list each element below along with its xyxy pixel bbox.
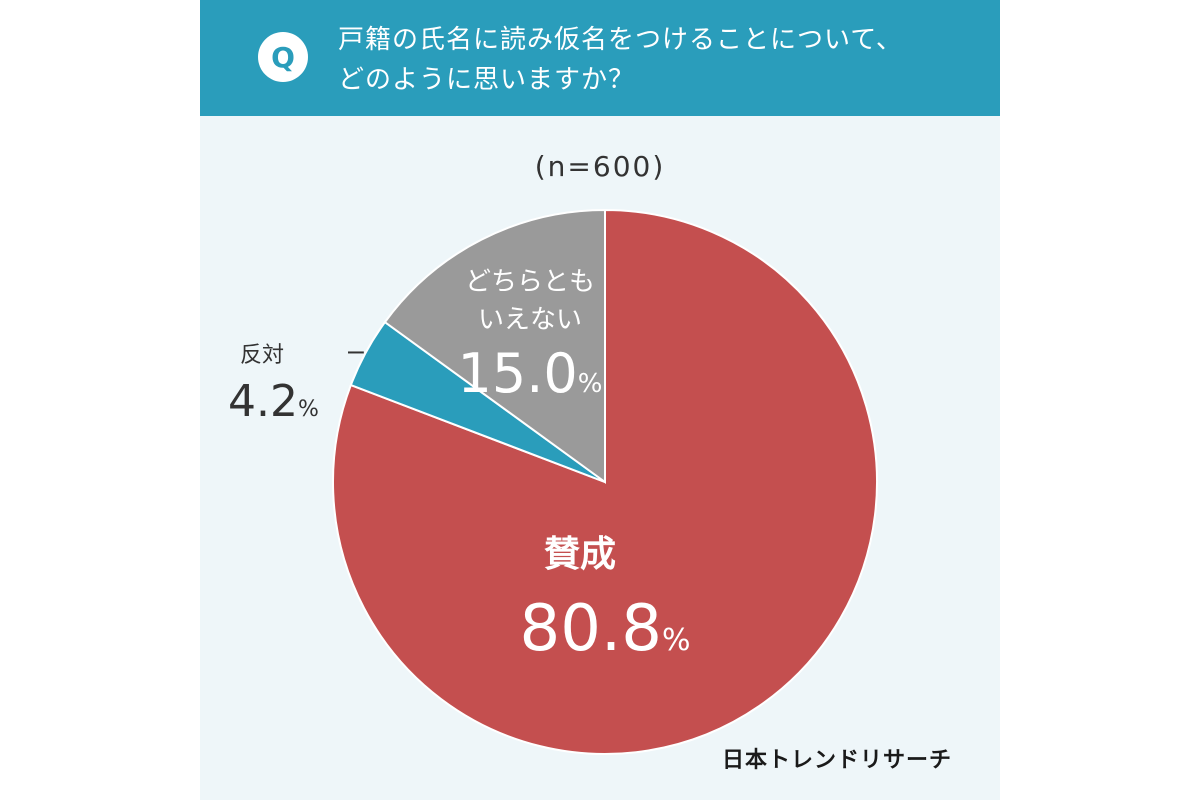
question-line-2: どのように思いますか？ [338,65,636,95]
brand-logo: 日本トレンドリサーチ [721,748,952,773]
question-line-1: 戸籍の氏名に読み仮名をつけることについて、 [338,25,903,55]
neutral-value: 15.0% [458,342,603,405]
neutral-label-line2: いえない [478,305,582,335]
neutral-label-line1: どちらとも [465,267,595,297]
agree-label: 賛成 [544,534,616,575]
agree-value: 80.8% [519,592,690,666]
question-badge: Q [258,32,308,82]
chart-panel: Q 戸籍の氏名に読み仮名をつけることについて、 どのように思いますか？ (n=6… [200,0,1000,800]
pie-slice-neutral [383,208,606,484]
oppose-value: 4.2% [228,376,319,427]
oppose-label: 反対 [240,343,284,368]
sample-size-label: (n=600) [534,150,666,183]
question-header: Q 戸籍の氏名に読み仮名をつけることについて、 どのように思いますか？ [200,0,1000,116]
question-text: 戸籍の氏名に読み仮名をつけることについて、 どのように思いますか？ [338,20,978,100]
